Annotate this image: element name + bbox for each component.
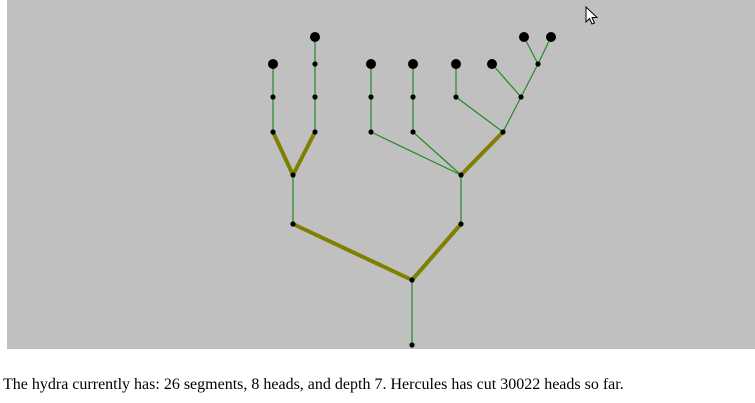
hydra-status-text: The hydra currently has: 26 segments, 8 … [3, 376, 624, 394]
node [312, 61, 318, 67]
status-text: segments, [179, 376, 252, 393]
hydra-head[interactable] [310, 32, 320, 42]
thick-edges [271, 130, 505, 282]
thin-edges [272, 36, 552, 345]
node [270, 129, 276, 135]
node [453, 94, 459, 100]
hydra-canvas[interactable] [7, 0, 755, 349]
hydra-head[interactable] [366, 59, 376, 69]
node [312, 94, 318, 100]
edge [291, 130, 317, 177]
edge [459, 130, 505, 177]
head-count: 8 [251, 376, 260, 393]
mouse-pointer-icon [585, 5, 599, 25]
status-text: . Hercules has cut [382, 376, 501, 393]
node [290, 221, 296, 227]
node [458, 221, 464, 227]
edge [520, 63, 539, 98]
hydra-head[interactable] [268, 59, 278, 69]
hydra-head[interactable] [487, 59, 497, 69]
edge [502, 96, 522, 133]
edge [455, 96, 504, 133]
status-suffix: heads so far. [540, 376, 624, 393]
node [518, 94, 524, 100]
node [368, 94, 374, 100]
hydra-head[interactable] [519, 32, 529, 42]
edge [370, 131, 462, 176]
node [312, 129, 318, 135]
hydra-head[interactable] [546, 32, 556, 42]
internal-nodes [270, 61, 541, 348]
status-text: heads, and depth [259, 376, 375, 393]
hydra-tree[interactable] [7, 0, 755, 349]
node [409, 277, 415, 283]
node [270, 94, 276, 100]
node [290, 172, 296, 178]
edge [291, 222, 414, 282]
heads-cut-count: 30022 [500, 376, 541, 393]
segment-count: 26 [163, 376, 180, 393]
hydra-head[interactable] [408, 59, 418, 69]
edge [491, 63, 522, 98]
heads [268, 32, 556, 69]
edge [412, 131, 462, 176]
hydra-head[interactable] [451, 59, 461, 69]
edge [523, 36, 539, 65]
node [458, 172, 464, 178]
node [410, 94, 416, 100]
node [368, 129, 374, 135]
node [409, 342, 415, 348]
edge [271, 130, 295, 177]
depth-value: 7 [374, 376, 383, 393]
node [535, 61, 541, 67]
edge [410, 222, 463, 282]
node [410, 129, 416, 135]
node [500, 129, 506, 135]
status-prefix: The hydra currently has: [3, 376, 164, 393]
